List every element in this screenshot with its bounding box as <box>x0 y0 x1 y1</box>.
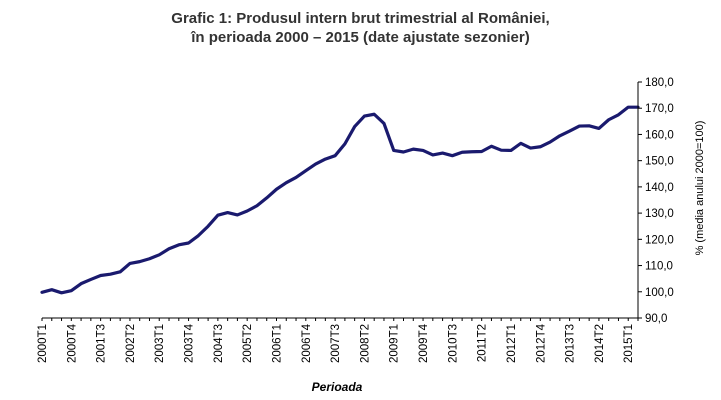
y-tick-label: 170,0 <box>645 103 674 115</box>
y-tick-label: 120,0 <box>645 234 674 246</box>
y-tick-label: 150,0 <box>645 156 674 168</box>
y-tick-label: 100,0 <box>645 287 674 299</box>
x-tick-label: 2002T2 <box>125 324 137 363</box>
x-tick-label: 2015T1 <box>623 324 635 363</box>
y-tick-label: 130,0 <box>645 208 674 220</box>
plot-area <box>40 105 640 295</box>
x-tick-label: 2009T1 <box>389 324 401 363</box>
y-axis: 90,0 100,0 110,0 120,0 130,0 140,0 150,0 160,0 1… <box>637 77 674 325</box>
x-tick-label: 2004T3 <box>213 324 225 363</box>
x-tick-label: 2012T1 <box>506 324 518 363</box>
x-tick-label: 2001T3 <box>96 324 108 363</box>
x-tick-label: 2011T2 <box>477 324 489 362</box>
y-tick-label: 160,0 <box>645 129 674 141</box>
x-tick-label: 2003T4 <box>184 323 196 363</box>
x-tick-label: 2006T4 <box>301 323 313 363</box>
x-tick-label: 2007T3 <box>330 324 342 363</box>
x-tick-label: 2005T2 <box>242 324 254 363</box>
x-axis-title: Perioada <box>312 380 363 394</box>
x-tick-label: 2003T1 <box>154 324 166 363</box>
x-tick-label: 2008T2 <box>359 324 371 363</box>
y-axis-title: % (media anului 2000=100) <box>694 121 706 256</box>
y-tick-label: 90,0 <box>645 313 667 325</box>
x-tick-label: 2006T1 <box>271 324 283 363</box>
x-tick-label: 2013T3 <box>565 324 577 363</box>
y-tick-label: 180,0 <box>645 77 674 89</box>
chart-subtitle: în perioada 2000 – 2015 (date ajustate s… <box>191 29 530 46</box>
x-tick-label: 2014T2 <box>594 324 606 363</box>
x-tick-label: 2012T4 <box>535 323 547 363</box>
chart-title: Grafic 1: Produsul intern brut trimestri… <box>171 10 550 27</box>
x-tick-label: 2000T1 <box>37 324 49 363</box>
series-line <box>40 105 640 295</box>
x-tick-label: 2000T4 <box>66 323 78 363</box>
x-axis: 2000T1 2000T4 2001T3 2002T2 2003T1 2003T4 2004… <box>37 317 639 363</box>
x-tick-label: 2009T4 <box>418 323 430 363</box>
x-tick-label: 2010T3 <box>447 324 459 363</box>
y-tick-label: 110,0 <box>645 261 673 273</box>
y-tick-label: 140,0 <box>645 182 674 194</box>
